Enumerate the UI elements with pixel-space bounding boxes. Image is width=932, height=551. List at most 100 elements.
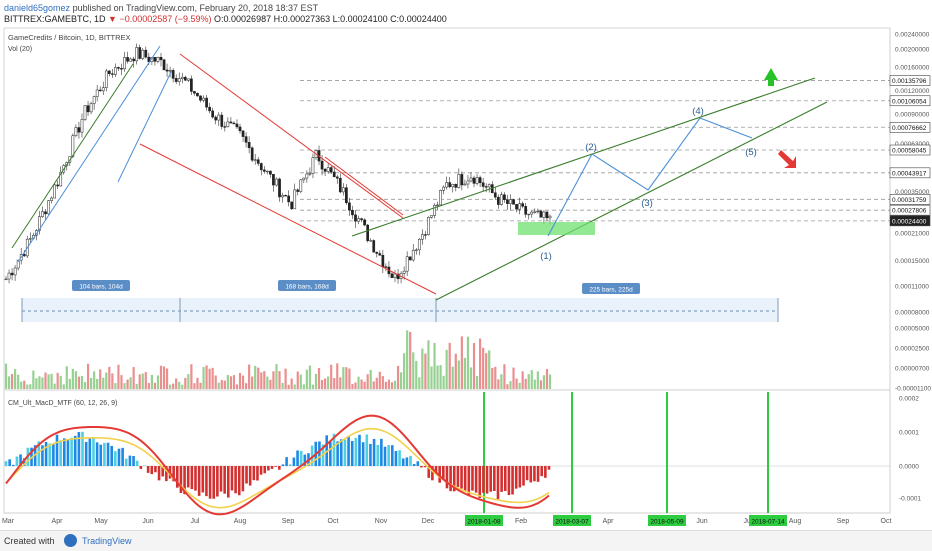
volume-bar xyxy=(318,368,320,389)
candle xyxy=(357,219,359,222)
candle xyxy=(327,168,329,172)
wave-label: (1) xyxy=(540,251,552,262)
candle xyxy=(99,90,101,91)
volume-bar xyxy=(215,376,217,389)
macd-histogram-bar xyxy=(395,451,398,466)
candle xyxy=(525,206,527,214)
volume-bar xyxy=(154,383,156,389)
candle xyxy=(394,274,396,278)
candle xyxy=(75,128,77,136)
macd-histogram-bar xyxy=(398,450,401,466)
volume-bar xyxy=(136,384,138,389)
volume-bar xyxy=(139,374,141,389)
volume-bar xyxy=(47,374,49,389)
volume-bar xyxy=(400,372,402,389)
macd-histogram-bar xyxy=(318,441,321,466)
candle xyxy=(145,50,147,57)
wave-label: (3) xyxy=(641,198,653,209)
macd-histogram-bar xyxy=(209,466,212,499)
chart-canvas[interactable]: 0.002400000.002000000.001600000.00120000… xyxy=(0,0,932,530)
volume-bar xyxy=(187,374,189,389)
macd-histogram-bar xyxy=(537,466,540,482)
volume-bar xyxy=(297,372,299,389)
volume-bar xyxy=(379,372,381,389)
candle xyxy=(479,178,481,183)
macd-histogram-bar xyxy=(132,456,135,466)
macd-histogram-bar xyxy=(504,466,507,491)
macd-histogram-bar xyxy=(245,466,248,484)
volume-bar xyxy=(230,376,232,389)
volume-bar xyxy=(430,367,432,389)
candle xyxy=(193,91,195,93)
candle xyxy=(230,122,232,123)
macd-histogram-bar xyxy=(300,451,303,466)
candle xyxy=(209,107,211,111)
macd-histogram-bar xyxy=(446,466,449,488)
volume-bar xyxy=(360,379,362,389)
candle xyxy=(367,225,369,241)
candle xyxy=(215,117,217,120)
macd-histogram-bar xyxy=(540,466,543,476)
macd-histogram-bar xyxy=(92,438,95,466)
volume-bar xyxy=(473,343,475,389)
candle xyxy=(336,177,338,178)
volume-bar xyxy=(221,380,223,389)
macd-histogram-bar xyxy=(409,456,412,466)
candle xyxy=(436,205,438,206)
macd-histogram-bar xyxy=(274,466,277,467)
candle xyxy=(157,57,159,61)
candle xyxy=(540,211,542,217)
volume-bar xyxy=(427,340,429,389)
macd-histogram-bar xyxy=(8,459,11,466)
volume-bar xyxy=(306,370,308,389)
macd-histogram-bar xyxy=(526,466,529,480)
volume-bar xyxy=(93,371,95,389)
candle xyxy=(412,250,414,260)
macd-histogram-bar xyxy=(497,466,500,499)
candle xyxy=(452,184,454,187)
tradingview-brand-link[interactable]: TradingView xyxy=(82,536,132,546)
time-tick-label: Apr xyxy=(603,518,615,525)
volume-bar xyxy=(8,376,10,389)
candle xyxy=(476,178,478,184)
candle xyxy=(142,50,144,58)
macd-histogram-bar xyxy=(376,445,379,466)
tradingview-logo-icon[interactable] xyxy=(64,534,77,547)
volume-bar xyxy=(75,371,77,389)
candle xyxy=(163,60,165,70)
volume-bar xyxy=(424,354,426,389)
volume-bar xyxy=(178,382,180,389)
candle xyxy=(294,190,296,209)
candle xyxy=(543,212,545,217)
candle xyxy=(29,238,31,239)
volume-bar xyxy=(300,375,302,389)
candle xyxy=(260,163,262,169)
candle xyxy=(333,172,335,177)
macd-histogram-bar xyxy=(194,466,197,491)
volume-bar xyxy=(409,332,411,389)
macd-histogram-bar xyxy=(468,466,471,495)
volume-bar xyxy=(193,383,195,389)
candle xyxy=(199,96,201,100)
volume-bar xyxy=(342,367,344,389)
candle xyxy=(160,57,162,60)
time-tick-label: Jun xyxy=(142,518,153,525)
macd-histogram-bar xyxy=(238,466,241,495)
candle xyxy=(379,253,381,255)
author-name[interactable]: danield65gomez xyxy=(4,3,70,13)
candle xyxy=(233,123,235,124)
publish-text: published on TradingView.com, February 2… xyxy=(73,3,319,13)
candle xyxy=(461,174,463,185)
candle xyxy=(464,184,466,185)
volume-bar xyxy=(54,384,56,389)
candle xyxy=(169,70,171,71)
candle xyxy=(421,235,423,240)
volume-bar xyxy=(90,378,92,389)
candle xyxy=(312,158,314,174)
candle xyxy=(263,170,265,172)
volume-bar xyxy=(281,383,283,389)
macd-histogram-bar xyxy=(347,436,350,466)
candle xyxy=(224,127,226,128)
volume-bar xyxy=(227,375,229,389)
price-tick-label: 0.00090000 xyxy=(895,112,930,119)
